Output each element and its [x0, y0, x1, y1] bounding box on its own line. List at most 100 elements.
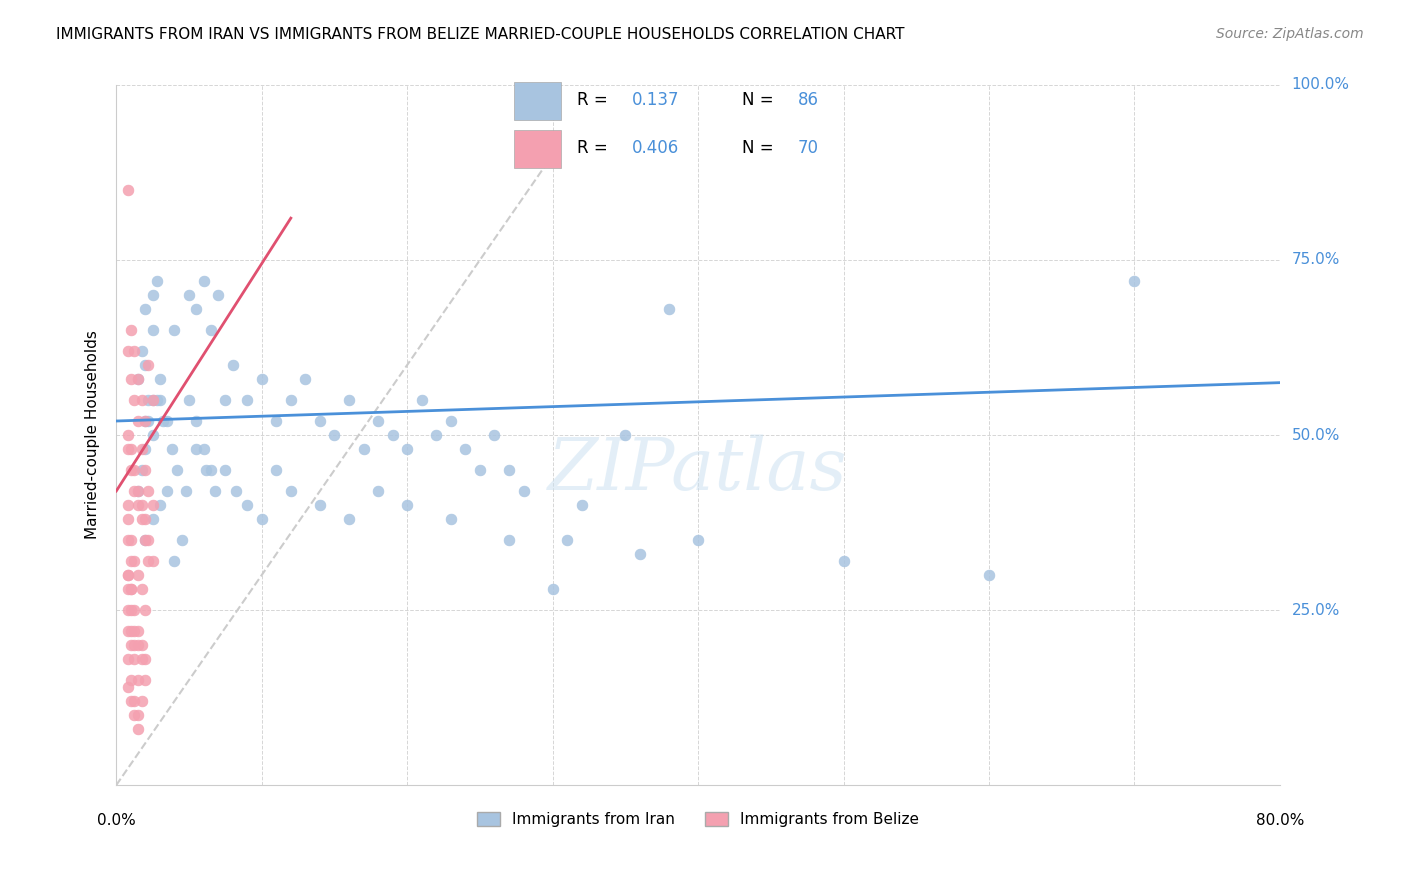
Text: Source: ZipAtlas.com: Source: ZipAtlas.com: [1216, 27, 1364, 41]
Point: [131, 652, 153, 666]
Point: [117, 512, 139, 526]
Point: [294, 372, 316, 386]
Point: [142, 498, 165, 512]
Point: [177, 392, 200, 407]
Text: 70: 70: [797, 139, 818, 157]
Point: [142, 288, 165, 302]
Point: [122, 652, 145, 666]
Point: [122, 603, 145, 617]
Point: [117, 652, 139, 666]
Point: [440, 512, 463, 526]
Point: [555, 533, 578, 547]
Point: [136, 483, 159, 498]
Point: [214, 463, 236, 477]
Point: [127, 372, 149, 386]
Point: [127, 483, 149, 498]
Point: [134, 533, 156, 547]
Point: [127, 568, 149, 582]
Point: [142, 323, 165, 337]
Point: [156, 483, 179, 498]
Point: [152, 414, 174, 428]
Point: [131, 463, 153, 477]
Point: [122, 343, 145, 358]
Point: [142, 554, 165, 568]
Point: [541, 582, 564, 596]
Point: [134, 358, 156, 372]
Point: [236, 392, 259, 407]
Text: 0.406: 0.406: [633, 139, 679, 157]
Point: [309, 498, 332, 512]
Point: [134, 533, 156, 547]
Point: [264, 414, 287, 428]
Point: [134, 673, 156, 687]
Text: 100.0%: 100.0%: [1292, 78, 1350, 93]
Point: [131, 442, 153, 456]
Text: 75.0%: 75.0%: [1292, 252, 1340, 268]
Point: [127, 624, 149, 638]
Text: IMMIGRANTS FROM IRAN VS IMMIGRANTS FROM BELIZE MARRIED-COUPLE HOUSEHOLDS CORRELA: IMMIGRANTS FROM IRAN VS IMMIGRANTS FROM …: [56, 27, 904, 42]
Point: [186, 442, 208, 456]
Point: [512, 483, 534, 498]
Point: [117, 442, 139, 456]
Point: [411, 392, 433, 407]
Point: [628, 547, 651, 561]
Point: [120, 603, 142, 617]
Point: [120, 372, 142, 386]
Point: [127, 673, 149, 687]
Point: [146, 274, 169, 288]
Point: [127, 372, 149, 386]
Point: [193, 442, 215, 456]
Point: [166, 463, 188, 477]
Point: [134, 512, 156, 526]
Point: [117, 680, 139, 694]
Point: [658, 301, 681, 316]
Point: [225, 483, 247, 498]
Point: [177, 288, 200, 302]
Point: [117, 624, 139, 638]
Legend: Immigrants from Iran, Immigrants from Belize: Immigrants from Iran, Immigrants from Be…: [471, 806, 925, 833]
Point: [571, 498, 593, 512]
FancyBboxPatch shape: [515, 130, 561, 168]
Point: [117, 568, 139, 582]
Text: ZIPatlas: ZIPatlas: [548, 434, 848, 505]
Point: [120, 673, 142, 687]
Text: N =: N =: [742, 139, 779, 157]
Point: [207, 288, 229, 302]
Point: [195, 463, 218, 477]
Point: [131, 694, 153, 708]
Point: [127, 498, 149, 512]
FancyBboxPatch shape: [515, 82, 561, 120]
Point: [131, 392, 153, 407]
Point: [323, 428, 346, 442]
Point: [120, 554, 142, 568]
Point: [250, 512, 273, 526]
Point: [120, 533, 142, 547]
Text: 80.0%: 80.0%: [1256, 814, 1305, 828]
Point: [117, 568, 139, 582]
Point: [142, 392, 165, 407]
Point: [127, 483, 149, 498]
Point: [120, 442, 142, 456]
Point: [136, 392, 159, 407]
Point: [204, 483, 226, 498]
Point: [337, 392, 360, 407]
Point: [250, 372, 273, 386]
Point: [367, 414, 389, 428]
Point: [122, 638, 145, 652]
Point: [131, 343, 153, 358]
Point: [236, 498, 259, 512]
Point: [468, 463, 491, 477]
Point: [200, 323, 222, 337]
Point: [149, 498, 172, 512]
Text: 25.0%: 25.0%: [1292, 603, 1340, 617]
Point: [120, 624, 142, 638]
Point: [396, 442, 419, 456]
Point: [127, 638, 149, 652]
Point: [134, 301, 156, 316]
Point: [134, 414, 156, 428]
Text: 0.0%: 0.0%: [97, 814, 135, 828]
Point: [131, 582, 153, 596]
Point: [117, 498, 139, 512]
Text: 86: 86: [797, 91, 818, 109]
Point: [688, 533, 710, 547]
